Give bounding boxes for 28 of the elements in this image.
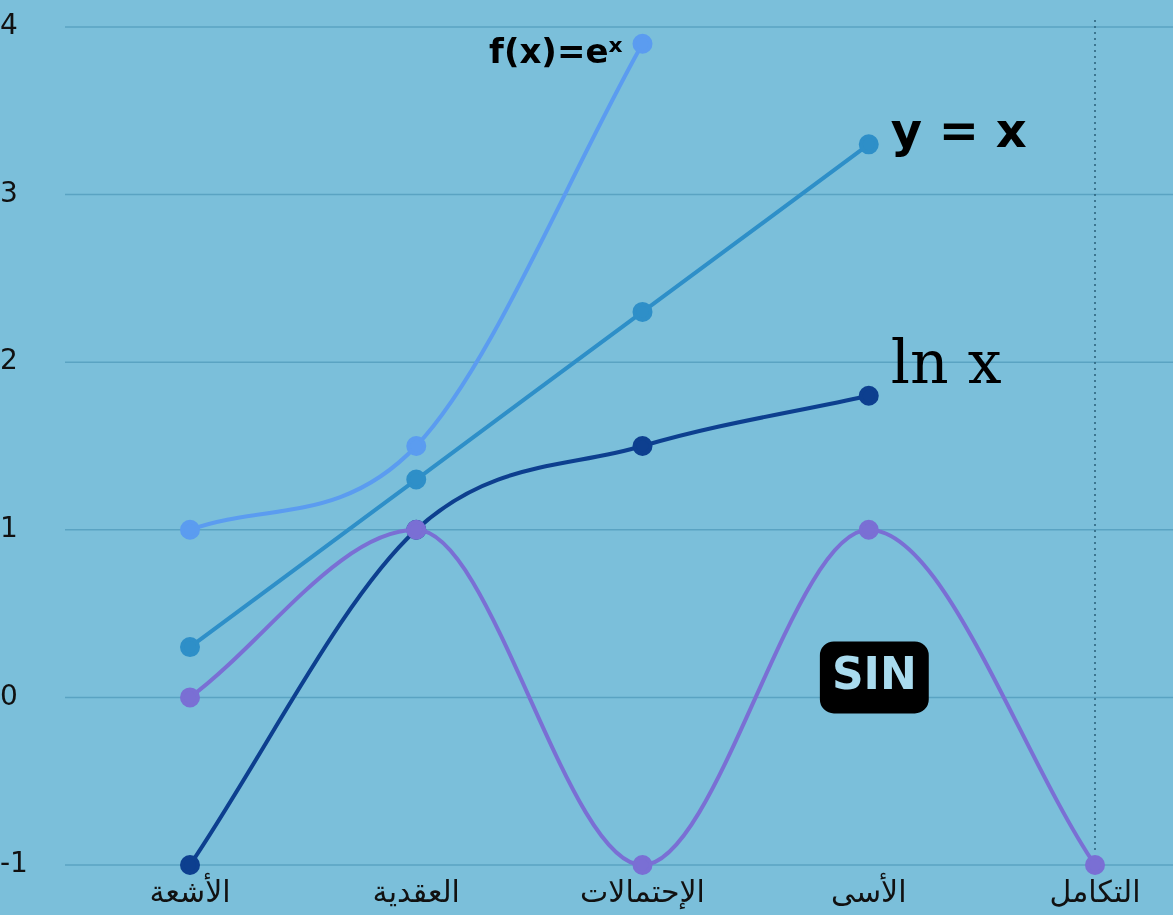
point — [632, 436, 653, 456]
series-label: y = x — [890, 101, 1027, 158]
series-label: ln x — [890, 327, 1002, 398]
point — [858, 134, 879, 155]
point — [858, 519, 879, 540]
point — [406, 436, 427, 456]
point — [1085, 855, 1105, 875]
point — [632, 855, 653, 875]
point — [858, 385, 879, 406]
point — [180, 637, 200, 658]
series-label: SIN — [831, 647, 917, 699]
point — [180, 519, 200, 540]
y-tick-label: 1 — [0, 511, 18, 545]
y-tick-label: 3 — [0, 175, 18, 209]
series-label: f(x)=eˣ — [489, 30, 623, 71]
y-tick-label: 0 — [0, 678, 18, 712]
point — [632, 33, 653, 54]
x-tick-label: التكامل — [1049, 873, 1141, 909]
x-tick-label: الإحتمالات — [580, 873, 705, 910]
point — [406, 469, 427, 490]
point — [180, 687, 200, 708]
y-tick-label: 2 — [0, 343, 18, 377]
x-tick-label: العقدية — [372, 873, 460, 909]
point — [632, 301, 653, 322]
x-tick-label: الأشعة — [149, 871, 231, 909]
y-tick-label: 4 — [0, 8, 18, 42]
y-tick-label: -1 — [0, 846, 28, 880]
x-tick-label: الأسى — [830, 871, 907, 909]
